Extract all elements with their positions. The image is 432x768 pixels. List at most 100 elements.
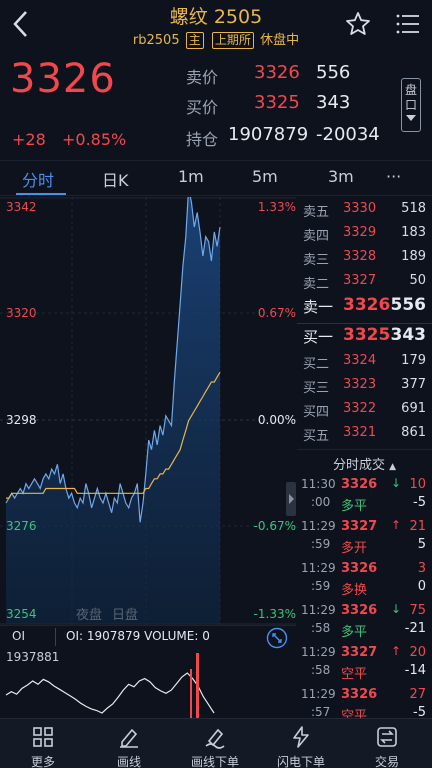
book-level-label: 买三 <box>303 381 330 396</box>
price-area <box>6 197 220 624</box>
open-interest-chart <box>5 653 215 719</box>
nav-more-button[interactable]: 更多 <box>0 723 86 768</box>
price-axis-label: 3276 <box>6 519 37 533</box>
indicator-selector[interactable] <box>6 628 56 646</box>
ask-level-row[interactable]: 卖一 3326 556 <box>297 294 432 318</box>
bid-level-row[interactable]: 买三 3323 377 <box>297 373 432 397</box>
expand-icon[interactable] <box>266 627 288 649</box>
trade-oi-change: 5 <box>417 537 426 552</box>
trade-direction-icon: ↓ <box>391 476 402 490</box>
book-level-label: 卖三 <box>303 253 330 268</box>
book-level-volume: 556 <box>390 295 427 315</box>
ask-level-row[interactable]: 卖三 3328 189 <box>297 245 432 269</box>
nav-label: 画线 <box>116 755 141 768</box>
tab-daily[interactable]: 日K <box>102 171 129 190</box>
pct-axis-label: 0.00% <box>257 413 296 427</box>
trade-type: 空平 <box>341 667 368 682</box>
intraday-chart[interactable]: 3342 3320 3298 3276 3254 1.33% 0.67% 0.0… <box>0 197 296 625</box>
indicator-values: OI: 1907879 VOLUME: 0 <box>66 629 210 643</box>
trade-time: 11:29 <box>301 519 336 533</box>
volume-bar <box>190 669 192 719</box>
book-level-price: 3326 <box>343 295 391 315</box>
contract-info: rb2505 主 上期所 休盘中 <box>0 29 432 49</box>
trade-price: 3326 <box>341 603 378 618</box>
open-interest-label: 持仓 <box>186 130 219 149</box>
panel-collapse-handle[interactable] <box>286 482 296 516</box>
ask-level-row[interactable]: 卖四 3329 183 <box>297 221 432 245</box>
last-price: 3326 <box>10 56 116 102</box>
trade-seconds: :59 <box>311 537 331 551</box>
price-change-pct: +0.85% <box>62 130 127 149</box>
trade-direction-icon: ↓ <box>391 602 402 616</box>
nav-draw-order-button[interactable]: 画线下单 <box>172 723 258 768</box>
pct-axis-label: -1.33% <box>253 607 296 621</box>
trade-volume: 27 <box>409 687 426 702</box>
bid-level-row[interactable]: 买五 3321 861 <box>297 421 432 445</box>
book-level-label: 卖五 <box>303 205 330 220</box>
book-level-label: 卖一 <box>303 298 334 316</box>
ask-level-row[interactable]: 卖五 3330 518 <box>297 197 432 221</box>
book-level-price: 3322 <box>343 401 377 416</box>
trade-seconds: :58 <box>311 621 331 635</box>
trade-oi-change: 0 <box>417 579 426 594</box>
book-level-label: 买五 <box>303 429 330 444</box>
bid-volume: 343 <box>316 92 351 113</box>
star-icon[interactable] <box>344 10 372 38</box>
bid-level-row[interactable]: 买四 3322 691 <box>297 397 432 421</box>
pct-axis-label: 1.33% <box>257 200 296 214</box>
trade-direction-icon: ↑ <box>391 518 402 532</box>
book-level-price: 3321 <box>343 425 377 440</box>
back-icon[interactable] <box>8 8 36 40</box>
order-book-toggle-button[interactable]: 盘口 <box>401 78 421 132</box>
trade-time: 11:30 <box>301 477 336 491</box>
trade-row: 11:29:59 3326 多换 3 0 <box>297 558 432 600</box>
book-level-volume: 691 <box>401 401 426 416</box>
tab-5m[interactable]: 5m <box>252 167 278 186</box>
page-title: 螺纹 2505 <box>169 6 263 28</box>
book-level-volume: 183 <box>401 225 426 240</box>
bid-level-row[interactable]: 买二 3324 179 <box>297 349 432 373</box>
volume-bar <box>196 653 199 719</box>
pen-order-icon <box>205 728 225 749</box>
menu-icon[interactable] <box>394 10 422 38</box>
trade-oi-change: -5 <box>413 705 426 720</box>
bid-level-row[interactable]: 买一 3325 343 <box>297 324 432 348</box>
trade-icon <box>377 727 397 747</box>
header: 螺纹 2505 rb2505 主 上期所 休盘中 <box>0 0 432 50</box>
pen-icon <box>120 728 138 748</box>
trades-header[interactable]: 分时成交 ▲ <box>297 449 432 473</box>
book-level-volume: 343 <box>390 325 427 345</box>
book-level-price: 3329 <box>343 225 377 240</box>
nav-trade-button[interactable]: 交易 <box>344 723 430 768</box>
trade-price: 3326 <box>341 477 378 492</box>
contract-code: rb2505 <box>132 33 180 48</box>
exchange-tag: 上期所 <box>211 32 254 49</box>
book-level-volume: 189 <box>401 249 426 264</box>
nav-flash-order-button[interactable]: 闪电下单 <box>258 723 344 768</box>
trade-time: 11:29 <box>301 687 336 701</box>
book-level-volume: 50 <box>409 273 426 288</box>
nav-label: 更多 <box>30 755 55 768</box>
pct-axis-label: -0.67% <box>253 519 296 533</box>
trade-time: 11:29 <box>301 645 336 659</box>
grid-icon <box>33 727 53 747</box>
book-level-volume: 377 <box>401 377 426 392</box>
tab-3m[interactable]: 3m <box>328 167 354 186</box>
trade-time: 11:29 <box>301 561 336 575</box>
trade-type: 多平 <box>341 625 368 640</box>
tab-1m[interactable]: 1m <box>178 167 204 186</box>
indicator-name: OI <box>12 629 25 643</box>
bid-label: 买价 <box>186 98 219 117</box>
tab-intraday[interactable]: 分时 <box>22 171 55 190</box>
trade-row: 11:29:58 3326 多平 ↓ 75 -21 <box>297 600 432 642</box>
trade-row: 11:29:58 3327 空平 ↑ 20 -14 <box>297 642 432 684</box>
bid-price: 3325 <box>254 92 300 113</box>
trade-seconds: :57 <box>311 705 331 719</box>
nav-draw-button[interactable]: 画线 <box>86 723 172 768</box>
book-level-volume: 518 <box>401 201 426 216</box>
tab-more[interactable]: ··· <box>386 167 402 186</box>
ask-level-row[interactable]: 卖二 3327 50 <box>297 269 432 293</box>
book-level-price: 3325 <box>343 325 391 345</box>
book-level-price: 3323 <box>343 377 377 392</box>
market-status: 休盘中 <box>260 33 300 48</box>
